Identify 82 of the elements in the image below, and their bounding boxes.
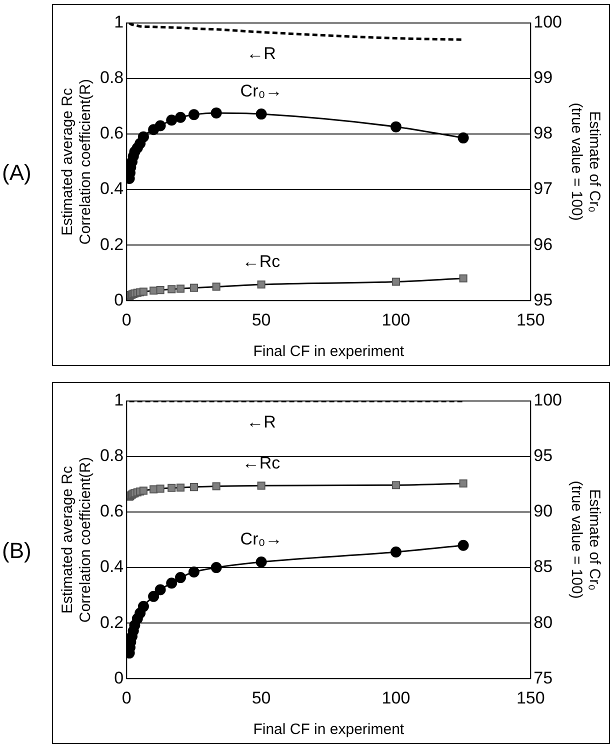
- y2-axis-title: Estimate of Cr₀ (true value = 100): [568, 102, 603, 221]
- point: [390, 121, 402, 132]
- y2-tick-label: 97: [534, 179, 553, 198]
- y-tick-label: 0.4: [100, 557, 124, 576]
- x-axis-title: Final CF in experiment: [253, 721, 405, 738]
- point: [392, 481, 400, 490]
- y-tick-label: 0: [114, 290, 124, 310]
- x-axis-title: Final CF in experiment: [253, 343, 405, 360]
- point: [154, 120, 166, 132]
- point: [156, 484, 164, 493]
- y2-tick-label: 90: [534, 502, 553, 521]
- y-tick-label: 0.8: [100, 68, 124, 88]
- x-tick-label: 100: [382, 688, 410, 708]
- point: [392, 278, 400, 286]
- point: [210, 107, 222, 118]
- y2-tick-label: 75: [534, 668, 553, 688]
- x-tick-label: 50: [252, 688, 271, 708]
- y-tick-label: 0: [114, 668, 124, 688]
- point: [154, 584, 166, 596]
- y-tick-label: 0.6: [100, 124, 124, 143]
- point: [212, 282, 220, 291]
- y2-tick-label: 95: [534, 446, 553, 466]
- point: [166, 578, 178, 589]
- y2-tick-label: 100: [534, 12, 562, 32]
- point: [166, 114, 178, 126]
- point: [138, 131, 149, 142]
- y-tick-label: 0.2: [100, 234, 124, 254]
- series-label: ←Rc: [242, 252, 281, 272]
- y-axis-title: Estimated average Rc Correlation coefficient(R): [59, 78, 94, 245]
- x-tick-label: 150: [516, 310, 545, 330]
- point: [138, 600, 149, 612]
- point: [459, 479, 468, 488]
- point: [458, 540, 469, 551]
- point: [458, 132, 469, 144]
- point: [176, 484, 185, 492]
- point: [148, 590, 160, 602]
- y-axis-title: Estimated average Rc Correlation coefficient(R): [59, 456, 94, 623]
- series-label: Cr₀→: [240, 82, 282, 101]
- point: [190, 284, 198, 292]
- point: [139, 486, 148, 495]
- text: (A): [2, 160, 32, 186]
- series-label: ←R: [246, 412, 276, 432]
- x-tick-label: 100: [382, 310, 410, 330]
- x-tick-label: 150: [516, 688, 545, 708]
- y2-tick-label: 96: [534, 234, 553, 254]
- point: [176, 284, 185, 293]
- point: [257, 280, 266, 289]
- point: [175, 572, 186, 584]
- point: [168, 484, 176, 492]
- series-label: ←R: [246, 44, 276, 63]
- point: [150, 485, 158, 494]
- y2-tick-label: 80: [534, 612, 553, 632]
- x-tick-label: 50: [252, 310, 271, 330]
- point: [156, 286, 164, 294]
- series-label: ←Rc: [242, 453, 281, 472]
- y2-tick-label: 95: [534, 290, 553, 310]
- point: [212, 482, 220, 490]
- y-tick-label: 0.8: [100, 446, 124, 466]
- point: [257, 482, 266, 490]
- y-tick-label: 1: [114, 12, 124, 32]
- point: [188, 566, 200, 578]
- y2-tick-label: 100: [534, 390, 562, 410]
- point: [256, 556, 267, 568]
- point: [175, 112, 186, 123]
- point: [390, 546, 402, 558]
- series-label: Cr₀→: [240, 530, 282, 549]
- point: [139, 288, 148, 296]
- y2-tick-label: 99: [534, 68, 553, 88]
- text: (B): [2, 538, 32, 564]
- y-tick-label: 0.4: [100, 179, 124, 198]
- y2-tick-label: 98: [534, 124, 553, 143]
- point: [168, 285, 176, 294]
- y-tick-label: 0.6: [100, 502, 124, 521]
- y2-tick-label: 85: [534, 557, 553, 576]
- point: [256, 108, 267, 120]
- point: [188, 109, 200, 120]
- y2-axis-title: Estimate of Cr₀ (true value = 100): [568, 480, 603, 599]
- point: [210, 562, 222, 574]
- y-tick-label: 0.2: [100, 612, 124, 632]
- point: [190, 483, 198, 492]
- point: [459, 274, 468, 282]
- y-tick-label: 1: [114, 390, 124, 410]
